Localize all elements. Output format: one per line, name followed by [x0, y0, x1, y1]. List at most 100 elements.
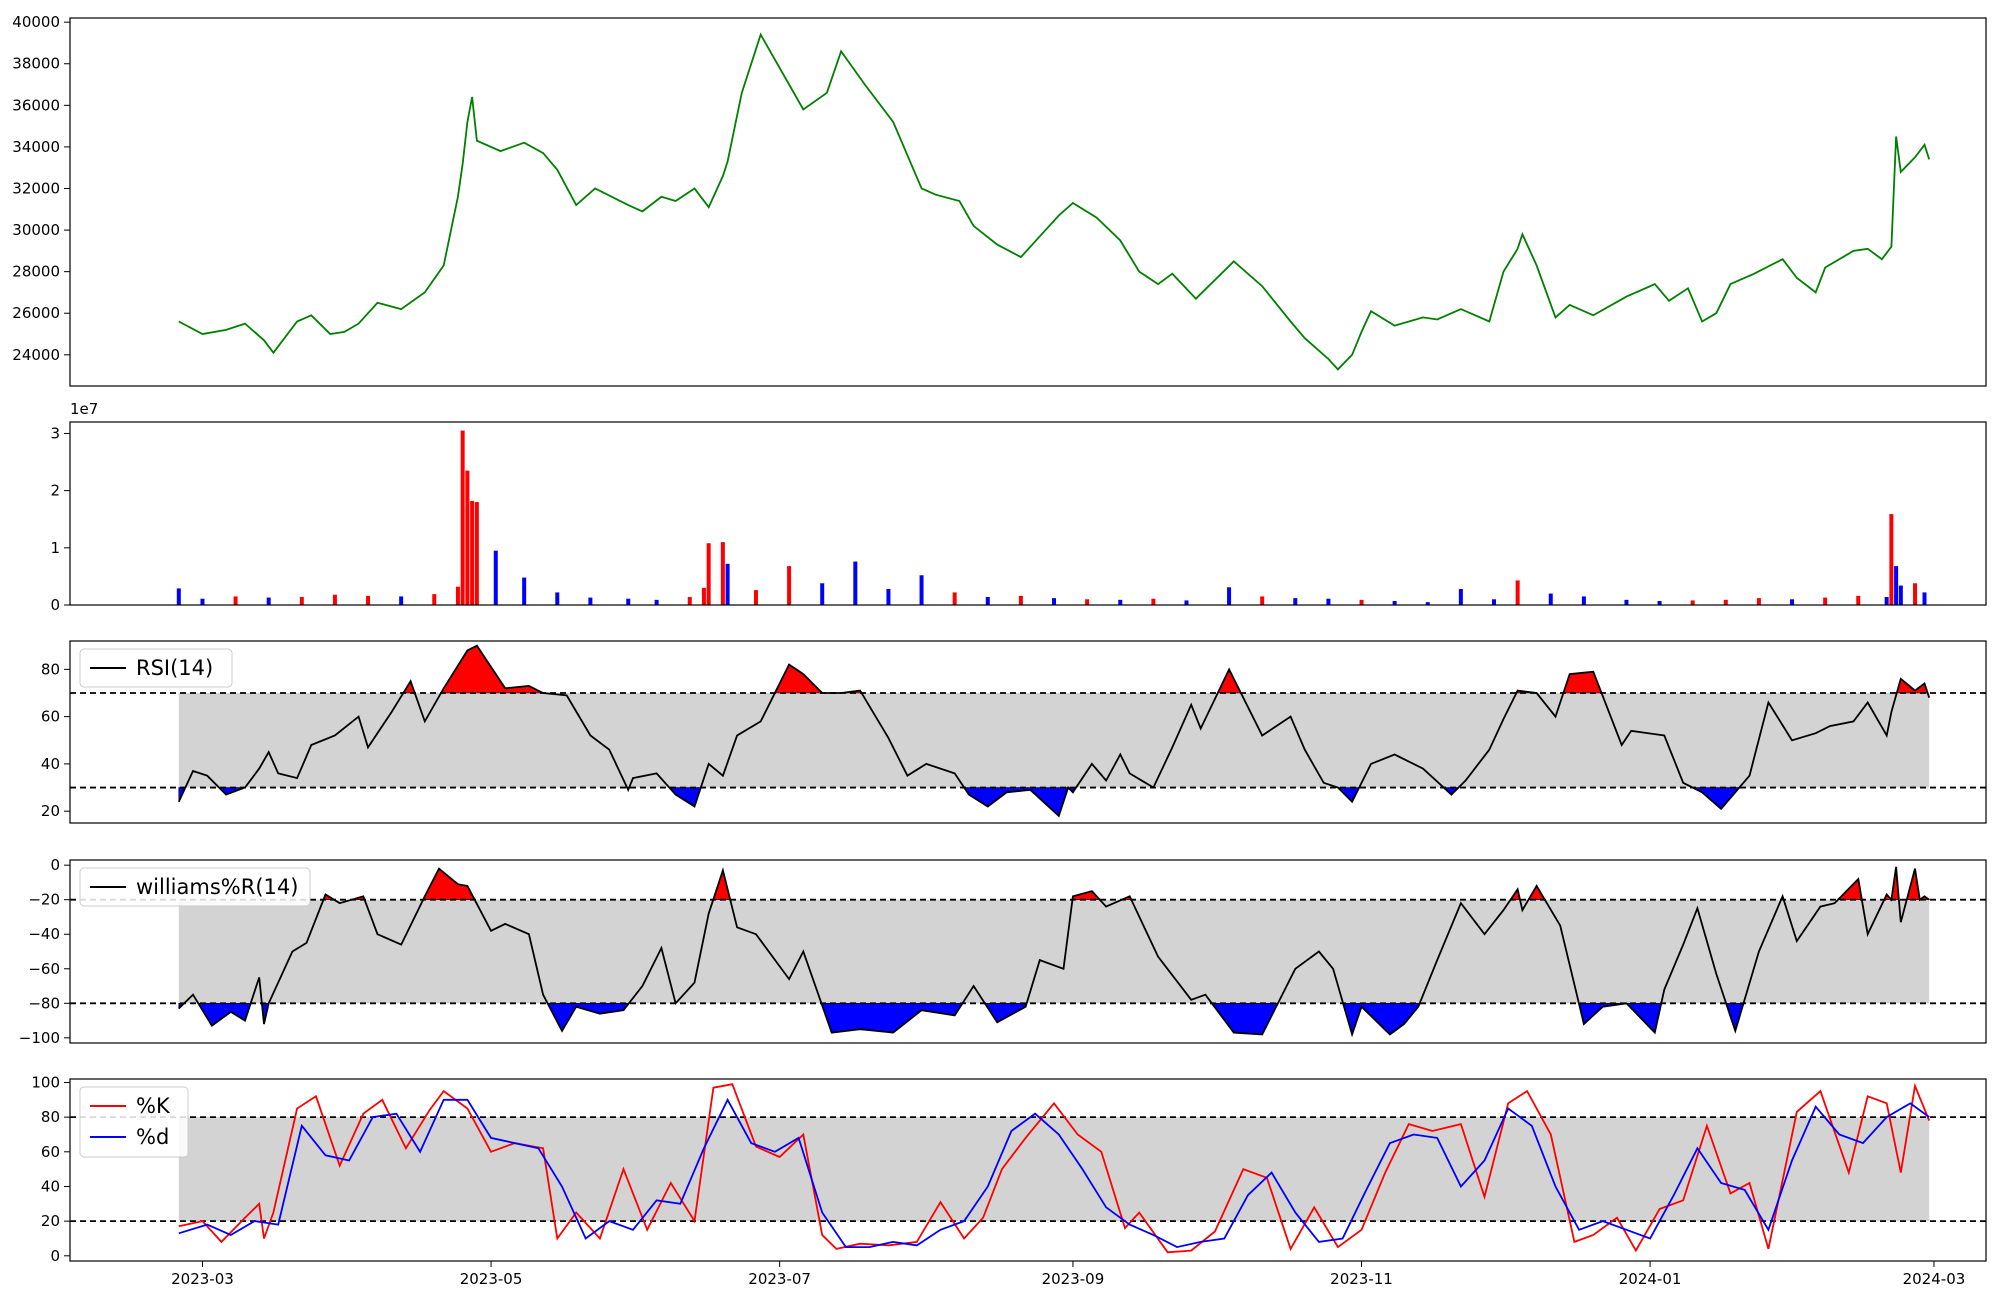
stoch-legend-d-label: %d — [136, 1125, 169, 1149]
volume-bar — [1118, 599, 1123, 605]
volume-bar — [522, 577, 527, 605]
williams-ytick-label: −100 — [19, 1029, 60, 1047]
stochastic-ytick-label: 20 — [41, 1212, 60, 1230]
stochastic-panel-frame — [69, 1078, 1987, 1262]
volume-bar — [1184, 600, 1189, 605]
price-ytick-label: 38000 — [12, 55, 60, 73]
stochastic-neutral-band — [178, 1117, 1930, 1222]
rsi-ytick-label: 20 — [41, 802, 60, 820]
price-ytick-label: 36000 — [12, 96, 60, 114]
price-panel-frame — [69, 17, 1987, 387]
volume-bar — [432, 594, 437, 605]
series-lines — [70, 32, 1986, 1254]
volume-bar — [1756, 598, 1761, 605]
volume-ytick-label: 0 — [50, 596, 60, 614]
volume-bar — [588, 597, 593, 605]
rsi-line — [177, 644, 1931, 818]
xtick-label: 2023-07 — [748, 1270, 811, 1288]
volume-bar — [753, 590, 758, 605]
volume-bar — [1425, 602, 1430, 605]
price-ytick-label: 32000 — [12, 179, 60, 197]
volume-bar — [555, 592, 560, 605]
xtick-label: 2023-05 — [460, 1270, 523, 1288]
price-line — [178, 32, 1931, 371]
volume-bar — [1548, 593, 1553, 605]
xtick-label: 2023-09 — [1042, 1270, 1105, 1288]
volume-bar — [1018, 595, 1023, 605]
williams-ytick-label: −20 — [28, 891, 60, 909]
volume-offset-label: 1e7 — [70, 400, 98, 418]
volume-bar — [820, 583, 825, 605]
volume-bar — [952, 592, 957, 605]
volume-bar — [266, 597, 271, 605]
rsi-ytick-label: 80 — [41, 660, 60, 678]
indicator-fills — [176, 430, 1931, 1222]
volume-bar — [470, 500, 475, 605]
volume-bar — [701, 587, 706, 605]
volume-bar — [1884, 596, 1889, 605]
stoch-legend-box — [79, 1086, 189, 1158]
volume-bar — [1392, 600, 1397, 605]
volume-bar — [1227, 587, 1232, 605]
volume-bar — [1922, 592, 1927, 605]
axes: 2400026000280003000032000340003600038000… — [12, 13, 1987, 1288]
volume-bar — [1723, 599, 1728, 605]
volume-bar — [299, 596, 304, 605]
stoch-d-line — [178, 1097, 1930, 1249]
price-ytick-label: 40000 — [12, 13, 60, 31]
williams-oversold-fill — [820, 1003, 964, 1033]
stochastic-ytick-label: 0 — [50, 1247, 60, 1265]
stoch-k-line — [178, 1082, 1931, 1254]
price-ytick-label: 34000 — [12, 138, 60, 156]
williams-legend-label: williams%R(14) — [136, 875, 298, 899]
volume-bar — [985, 596, 990, 605]
volume-bar — [493, 550, 498, 605]
volume-ytick-label: 2 — [50, 482, 60, 500]
volume-bar — [725, 563, 730, 605]
price-ytick-label: 26000 — [12, 304, 60, 322]
volume-bar — [1326, 598, 1331, 605]
volume-bar — [1293, 598, 1298, 605]
volume-bar — [853, 561, 858, 605]
volume-bar — [1913, 583, 1918, 605]
rsi-legend-label: RSI(14) — [136, 656, 213, 680]
volume-bar — [1151, 598, 1156, 605]
williams-ytick-label: 0 — [50, 856, 60, 874]
volume-bar — [654, 599, 659, 605]
price-ytick-label: 28000 — [12, 263, 60, 281]
volume-bar — [1690, 600, 1695, 605]
volume-bar — [200, 598, 205, 605]
volume-bar — [233, 596, 238, 605]
volume-bar — [455, 586, 460, 605]
price-ytick-label: 24000 — [12, 346, 60, 364]
volume-bar — [1823, 597, 1828, 605]
stochastic-ytick-label: 60 — [41, 1143, 60, 1161]
volume-bar — [886, 588, 891, 605]
williams-oversold-fill — [197, 1003, 252, 1027]
rsi-overbought-fill — [1896, 678, 1929, 694]
legends: RSI(14) williams%R(14) %K %d — [79, 648, 311, 1158]
volume-bar — [720, 542, 725, 605]
volume-bar — [687, 596, 692, 605]
volume-panel-frame — [69, 421, 1987, 606]
volume-bar — [1085, 599, 1090, 605]
williams-overbought-fill — [1527, 885, 1546, 900]
stoch-legend-k-label: %K — [136, 1094, 171, 1118]
volume-bar — [1515, 580, 1520, 605]
stochastic-ytick-label: 40 — [41, 1177, 60, 1195]
volume-bar — [1458, 588, 1463, 605]
volume-bar — [366, 595, 371, 605]
rsi-overbought-fill — [1217, 668, 1242, 694]
volume-bar — [399, 596, 404, 605]
xtick-label: 2024-03 — [1903, 1270, 1966, 1288]
stochastic-ytick-label: 80 — [41, 1108, 60, 1126]
williams-ytick-label: −40 — [28, 925, 60, 943]
volume-bar — [465, 470, 470, 605]
volume-bar — [1052, 598, 1057, 605]
volume-bar — [176, 588, 181, 605]
volume-bar — [1889, 514, 1894, 605]
rsi-ytick-label: 40 — [41, 755, 60, 773]
volume-bar — [787, 566, 792, 605]
xtick-label: 2023-03 — [171, 1270, 234, 1288]
